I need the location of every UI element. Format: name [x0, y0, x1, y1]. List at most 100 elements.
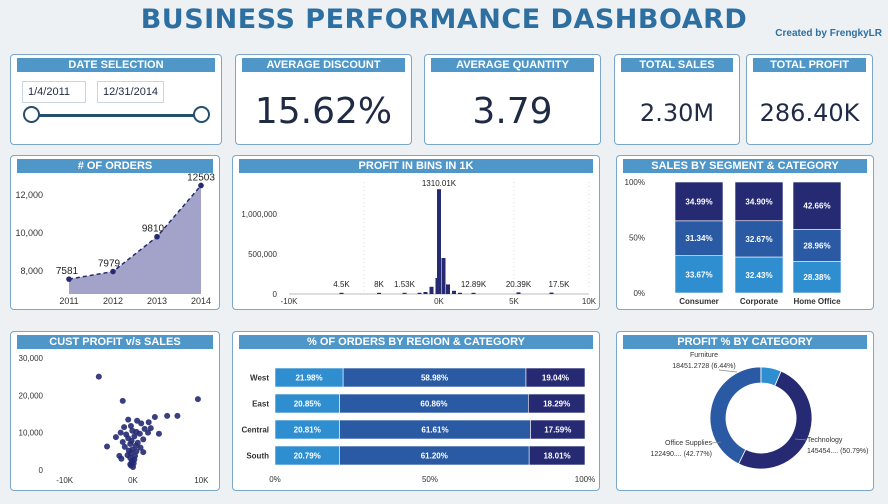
bins-bar: [446, 284, 450, 294]
scatter-y-tick: 30,000: [19, 354, 44, 363]
bins-bar: [423, 292, 428, 294]
donut-slice-label: Technology: [807, 437, 843, 444]
segment-y-tick: 50%: [629, 234, 645, 243]
region-data-label: 60.86%: [420, 400, 447, 409]
scatter-point: [104, 443, 111, 450]
date-range-start-handle[interactable]: [23, 106, 40, 123]
date-selection-card: DATE SELECTION 1/4/2011 12/31/2014: [10, 54, 222, 145]
cust-profit-card: CUST PROFIT v/s SALES -10K 0K 10K 0 10,000 20…: [10, 331, 220, 491]
scatter-point: [119, 397, 126, 404]
region-data-label: 58.98%: [421, 374, 448, 383]
profit-category-card: PROFIT % BY CATEGORY Technology 145454...…: [616, 331, 874, 491]
orders-point: [154, 233, 160, 240]
date-selection-title: DATE SELECTION: [17, 58, 215, 72]
region-x-tick: 50%: [422, 475, 438, 484]
orders-data-label: 7581: [56, 266, 79, 277]
orders-chart: 7581 7979 9810 12503 2011 2012 2013 2014 8,000 10…: [15, 172, 215, 306]
region-x-tick: 100%: [575, 475, 595, 484]
region-y-label: West: [250, 374, 269, 383]
scatter-point: [127, 422, 134, 429]
segment-x-label: Home Office: [793, 297, 841, 306]
orders-point: [66, 276, 72, 282]
avg-discount-value: 15.62%: [254, 91, 393, 132]
bins-bar: [437, 189, 441, 294]
profit-bins-chart: 4.5K 8K 1.53K 1310.01K 12.89K 20.39K 17.5K -10K…: [241, 179, 597, 306]
scatter-point: [151, 413, 158, 420]
bins-x-tick: 0K: [434, 297, 444, 306]
region-bar: [528, 445, 586, 466]
cust-profit-chart: -10K 0K 10K 0 10,000 20,000 30,000: [19, 354, 210, 485]
segment-data-label: 31.34%: [685, 234, 712, 243]
scatter-point: [127, 461, 134, 468]
avg-discount-card: AVERAGE DISCOUNT 15.62%: [235, 54, 412, 145]
bins-bar: [471, 292, 476, 294]
total-profit-title: TOTAL PROFIT: [753, 58, 866, 72]
scatter-point: [194, 396, 201, 403]
segment-data-label: 33.67%: [685, 270, 712, 279]
avg-quantity-title: AVERAGE QUANTITY: [431, 58, 594, 72]
segment-x-label: Corporate: [740, 297, 779, 306]
orders-y-tick: 8,000: [20, 266, 43, 276]
donut-slice: [709, 366, 762, 465]
scatter-x-tick: 10K: [194, 476, 209, 485]
donut-leader-line: [794, 438, 808, 441]
date-range-track[interactable]: [33, 114, 201, 117]
bins-bar: [377, 292, 381, 294]
total-profit-card: TOTAL PROFIT 286.40K: [746, 54, 873, 145]
bins-y-tick: 500,000: [248, 250, 277, 259]
segment-bar: [734, 220, 784, 258]
donut-slice-label: Office Supplies: [665, 440, 712, 447]
donut-leader-line: [711, 441, 722, 444]
scatter-point: [131, 433, 138, 440]
bins-y-tick: 0: [273, 290, 278, 299]
scatter-point: [147, 425, 154, 432]
bins-bar: [417, 292, 422, 294]
orders-point: [110, 268, 116, 275]
segment-bar: [792, 229, 842, 262]
creator-credit: Created by FrengkyLR: [775, 28, 882, 39]
bins-data-label: 1310.01K: [422, 179, 457, 188]
scatter-y-tick: 0: [39, 466, 44, 475]
scatter-point: [125, 416, 132, 423]
segment-x-label: Consumer: [679, 297, 719, 306]
donut-slice-value: 18451.2728 (6.44%): [672, 363, 735, 370]
bins-bar: [458, 292, 462, 294]
segment-category-title: SALES BY SEGMENT & CATEGORY: [623, 159, 867, 173]
date-range-end-handle[interactable]: [193, 106, 210, 123]
profit-category-chart: Technology 145454.... (50.79%) Office Supp…: [651, 352, 869, 470]
scatter-point: [118, 455, 125, 462]
scatter-x-tick: 0K: [128, 476, 138, 485]
bins-data-label: 12.89K: [461, 280, 487, 289]
region-data-label: 21.98%: [295, 374, 322, 383]
scatter-point: [155, 430, 162, 437]
orders-x-tick: 2011: [59, 296, 78, 306]
scatter-x-tick: -10K: [56, 476, 74, 485]
end-date-input[interactable]: 12/31/2014: [97, 81, 164, 103]
segment-bar: [792, 181, 842, 230]
bins-bar: [549, 292, 554, 294]
scatter-point: [136, 430, 143, 437]
segment-category-chart: 33.67% 31.34% 34.99% Consumer 32.43% 32.67% 34…: [625, 178, 842, 306]
segment-data-label: 32.67%: [745, 235, 772, 244]
region-data-label: 17.59%: [544, 426, 571, 435]
bins-x-tick: 5K: [509, 297, 519, 306]
orders-data-label: 7979: [98, 259, 121, 270]
segment-y-tick: 100%: [625, 178, 645, 187]
cust-profit-title: CUST PROFIT v/s SALES: [17, 335, 213, 349]
orders-x-tick: 2014: [191, 296, 211, 306]
segment-data-label: 34.90%: [745, 197, 772, 206]
scatter-point: [174, 412, 181, 419]
bins-bar: [441, 258, 446, 294]
start-date-input[interactable]: 1/4/2011: [22, 81, 86, 103]
scatter-point: [95, 373, 102, 380]
scatter-point: [121, 443, 128, 450]
bins-x-tick: 10K: [582, 297, 597, 306]
orders-x-tick: 2012: [103, 296, 123, 306]
scatter-point: [137, 444, 144, 451]
bins-data-label: 20.39K: [506, 280, 532, 289]
segment-category-card: SALES BY SEGMENT & CATEGORY 33.67% 31.34%…: [616, 155, 874, 310]
region-data-label: 20.81%: [294, 426, 321, 435]
bins-bar: [339, 292, 344, 294]
region-y-label: Central: [241, 426, 269, 435]
orders-card: # OF ORDERS 7581 7979 9810 12503 2011 2012 201…: [10, 155, 220, 310]
